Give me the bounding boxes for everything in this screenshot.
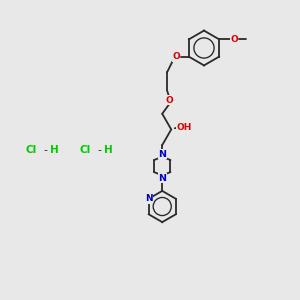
Text: H: H	[50, 145, 58, 155]
Text: H: H	[103, 145, 112, 155]
Text: O: O	[172, 52, 180, 61]
Text: -: -	[97, 145, 101, 155]
Text: Cl: Cl	[80, 145, 91, 155]
Text: N: N	[158, 150, 166, 159]
Text: N: N	[145, 194, 152, 203]
Text: N: N	[158, 173, 166, 182]
Text: Cl: Cl	[26, 145, 37, 155]
Text: -: -	[43, 145, 47, 155]
Text: O: O	[230, 35, 238, 44]
Text: N: N	[145, 194, 152, 203]
Text: O: O	[166, 96, 173, 105]
Text: OH: OH	[176, 122, 191, 131]
